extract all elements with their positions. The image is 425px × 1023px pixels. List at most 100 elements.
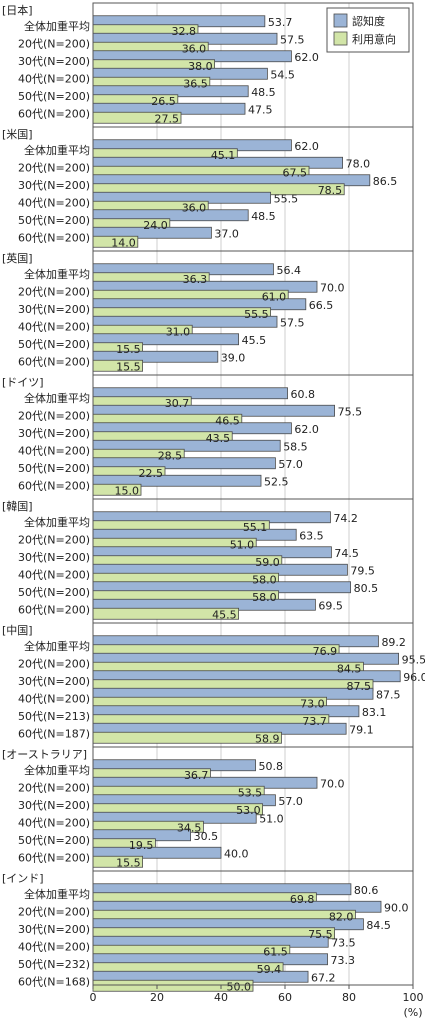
row-label: 30代(N=200) xyxy=(18,923,90,936)
value-label-awareness: 79.5 xyxy=(350,564,375,577)
row-label: 40代(N=200) xyxy=(18,444,90,457)
row-label: 50代(N=200) xyxy=(18,214,90,227)
value-label-intent: 51.0 xyxy=(230,538,255,551)
value-label-awareness: 48.5 xyxy=(251,86,276,99)
value-label-awareness: 60.8 xyxy=(291,388,316,401)
value-label-intent: 61.0 xyxy=(262,290,287,303)
x-tick-label: 20 xyxy=(150,991,164,1004)
value-label-intent: 76.9 xyxy=(313,645,338,658)
group-title: [ドイツ] xyxy=(2,376,44,389)
value-label-awareness: 63.5 xyxy=(299,529,324,542)
row-label: 20代(N=200) xyxy=(18,533,90,546)
value-label-intent: 30.7 xyxy=(165,397,190,410)
value-label-intent: 36.5 xyxy=(183,77,208,90)
value-label-intent: 55.1 xyxy=(243,521,268,534)
value-label-awareness: 70.0 xyxy=(320,777,345,790)
row-label: 全体加重平均 xyxy=(24,639,90,653)
row-label: 50代(N=213) xyxy=(18,710,90,723)
value-label-awareness: 90.0 xyxy=(384,901,409,914)
legend: 認知度 利用意向 xyxy=(326,7,410,53)
value-label-intent: 78.5 xyxy=(318,184,343,197)
value-label-intent: 15.5 xyxy=(116,343,141,356)
value-label-intent: 15.5 xyxy=(116,856,141,869)
value-label-intent: 24.0 xyxy=(143,219,168,232)
row-label: 60代(N=200) xyxy=(18,107,90,120)
value-label-awareness: 48.5 xyxy=(251,210,276,223)
value-label-intent: 87.5 xyxy=(347,680,372,693)
value-label-awareness: 51.0 xyxy=(259,812,284,825)
value-label-intent: 28.5 xyxy=(158,449,183,462)
row-label: 30代(N=200) xyxy=(18,55,90,68)
group-title: [英国] xyxy=(2,251,33,265)
value-label-intent: 55.5 xyxy=(244,308,269,321)
value-label-intent: 14.0 xyxy=(111,236,136,249)
value-label-intent: 45.5 xyxy=(212,608,237,621)
value-label-intent: 46.5 xyxy=(215,414,240,427)
value-label-intent: 58.0 xyxy=(252,573,277,586)
row-label: 全体加重平均 xyxy=(24,143,90,157)
row-label: 20代(N=200) xyxy=(18,37,90,50)
value-label-awareness: 45.5 xyxy=(242,334,267,347)
value-label-awareness: 78.0 xyxy=(346,157,371,170)
value-label-awareness: 50.8 xyxy=(259,760,284,773)
row-label: 30代(N=200) xyxy=(18,799,90,812)
value-label-intent: 36.0 xyxy=(182,42,207,55)
row-label: 60代(N=187) xyxy=(18,727,90,740)
x-axis: 0 20 40 60 80 100 (%) xyxy=(90,985,424,1019)
group-title: [オーストラリア] xyxy=(2,748,87,761)
value-label-awareness: 62.0 xyxy=(294,51,319,64)
labels: [日本] 全体加重平均 53.7 32.8 20代(N=200) 57.5 36.0 30代(… xyxy=(2,3,425,993)
row-label: 50代(N=200) xyxy=(18,834,90,847)
value-label-intent: 36.0 xyxy=(182,201,207,214)
value-label-awareness: 79.1 xyxy=(349,723,374,736)
row-label: 30代(N=200) xyxy=(18,551,90,564)
value-label-awareness: 84.5 xyxy=(366,919,391,932)
row-label: 50代(N=232) xyxy=(18,958,90,971)
value-label-intent: 73.0 xyxy=(300,697,325,710)
value-label-awareness: 55.5 xyxy=(274,192,299,205)
value-label-intent: 58.9 xyxy=(255,732,280,745)
row-label: 50代(N=200) xyxy=(18,462,90,475)
value-label-awareness: 57.0 xyxy=(278,795,303,808)
value-label-awareness: 73.3 xyxy=(331,954,356,967)
value-label-awareness: 89.2 xyxy=(381,636,406,649)
bars xyxy=(92,15,401,992)
group-title: [中国] xyxy=(2,624,33,637)
row-label: 30代(N=200) xyxy=(18,675,90,688)
row-label: 40代(N=200) xyxy=(18,72,90,85)
value-label-intent: 15.0 xyxy=(115,484,140,497)
value-label-intent: 38.0 xyxy=(188,60,213,73)
bar-intent xyxy=(92,731,282,744)
value-label-intent: 26.5 xyxy=(151,95,176,108)
row-label: 20代(N=200) xyxy=(18,781,90,794)
value-label-awareness: 74.2 xyxy=(333,512,358,525)
row-label: 全体加重平均 xyxy=(24,391,90,405)
legend-label-intent: 利用意向 xyxy=(352,32,396,46)
value-label-intent: 50.0 xyxy=(227,980,252,993)
row-label: 30代(N=200) xyxy=(18,179,90,192)
value-label-awareness: 67.2 xyxy=(311,971,336,984)
value-label-intent: 61.5 xyxy=(263,945,288,958)
row-label: 60代(N=200) xyxy=(18,603,90,616)
row-label: 全体加重平均 xyxy=(24,19,90,33)
value-label-intent: 58.0 xyxy=(252,591,277,604)
row-label: 全体加重平均 xyxy=(24,887,90,901)
value-label-awareness: 57.5 xyxy=(280,33,305,46)
value-label-awareness: 57.5 xyxy=(280,316,305,329)
value-label-awareness: 66.5 xyxy=(309,299,334,312)
value-label-intent: 73.7 xyxy=(302,715,327,728)
group-title: [インド] xyxy=(2,872,44,885)
value-label-awareness: 86.5 xyxy=(373,175,398,188)
value-label-intent: 67.5 xyxy=(283,166,308,179)
value-label-intent: 43.5 xyxy=(206,432,231,445)
value-label-awareness: 69.5 xyxy=(318,599,343,612)
row-label: 20代(N=200) xyxy=(18,409,90,422)
value-label-awareness: 54.5 xyxy=(270,68,295,81)
value-label-awareness: 52.5 xyxy=(264,475,289,488)
value-label-intent: 69.8 xyxy=(290,893,315,906)
value-label-awareness: 37.0 xyxy=(214,227,239,240)
value-label-intent: 34.5 xyxy=(177,821,202,834)
value-label-intent: 27.5 xyxy=(155,112,180,125)
legend-swatch-awareness xyxy=(333,13,348,28)
value-label-awareness: 83.1 xyxy=(362,706,387,719)
